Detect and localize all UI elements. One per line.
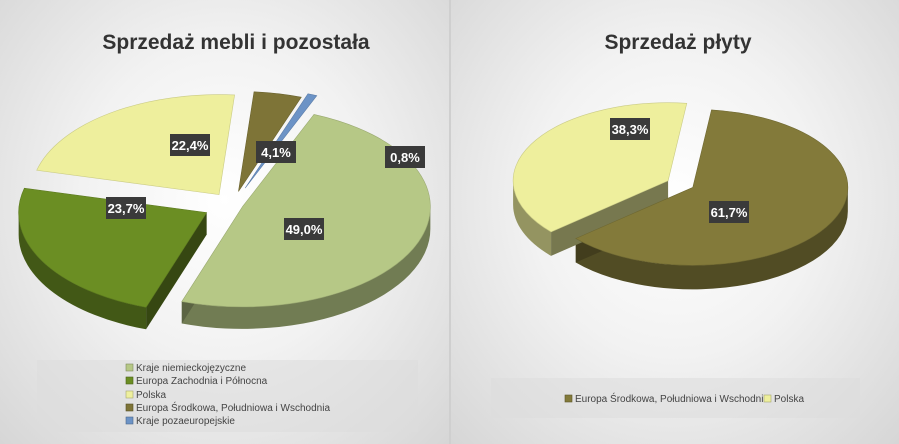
pie-slice-side-europa-zachodnia-i-polnocna bbox=[18, 212, 147, 330]
data-label-europa-srodkowa-poludniowa-i-wschodnia: 4,1% bbox=[256, 141, 296, 163]
data-label-box bbox=[709, 201, 749, 223]
chart-title: Sprzedaż płyty bbox=[604, 31, 751, 54]
pie-slice-kraje-pozaeuropejskie bbox=[244, 93, 318, 189]
legend-swatch bbox=[125, 403, 134, 412]
legend-swatch bbox=[763, 394, 772, 403]
legend-item-kraje-niemieckojezyczne: Kraje niemieckojęzyczne bbox=[125, 363, 246, 374]
data-label-polska: 38,3% bbox=[610, 118, 650, 140]
legend-label: Kraje pozaeuropejskie bbox=[136, 416, 235, 427]
pie-slice-kraje-niemieckojezyczne bbox=[181, 114, 431, 308]
legend-item-europa-zachodnia-i-polnocna: Europa Zachodnia i Północna bbox=[125, 376, 268, 387]
data-label-box bbox=[385, 146, 425, 168]
data-label-box bbox=[170, 134, 210, 156]
data-label-text: 22,4% bbox=[172, 138, 209, 153]
legend-swatch bbox=[125, 416, 134, 425]
data-label-kraje-niemieckojezyczne: 49,0% bbox=[284, 218, 324, 240]
pie-slice-edge-europa-zachodnia-i-polnocna bbox=[146, 212, 207, 330]
data-label-kraje-pozaeuropejskie: 0,8% bbox=[385, 146, 425, 168]
data-label-text: 49,0% bbox=[286, 222, 323, 237]
data-label-box bbox=[284, 218, 324, 240]
legend-swatch bbox=[125, 390, 134, 399]
legend-label: Kraje niemieckojęzyczne bbox=[136, 363, 246, 374]
legend-item-polska: Polska bbox=[125, 390, 166, 401]
data-label-text: 38,3% bbox=[612, 122, 649, 137]
pie-slice-polska bbox=[36, 94, 235, 195]
data-label-box bbox=[256, 141, 296, 163]
data-label-box bbox=[106, 197, 146, 219]
data-label-polska: 22,4% bbox=[170, 134, 210, 156]
pie-slice-side-europa-srodkowa-poludniowa-i-wschodnia bbox=[575, 187, 848, 290]
legend-label: Europa Środkowa, Południowa i Wschodnia bbox=[136, 401, 330, 414]
data-label-europa-srodkowa-poludniowa-i-wschodnia: 61,7% bbox=[709, 201, 749, 223]
legend-swatch bbox=[125, 363, 134, 372]
chart-title: Sprzedaż mebli i pozostała bbox=[102, 31, 370, 54]
legend-swatch bbox=[125, 376, 134, 385]
legend-item-europa-srodkowa-poludniowa-i-wschodnia: Europa Środkowa, Południowa i Wschodnia bbox=[125, 401, 330, 414]
pie-slice-side-kraje-niemieckojezyczne bbox=[181, 206, 431, 329]
data-label-text: 4,1% bbox=[261, 145, 291, 160]
legend-box bbox=[491, 378, 860, 418]
chart-panel-sales-furniture: Sprzedaż mebli i pozostała 49,0% 23,7% 22,… bbox=[0, 0, 449, 444]
panel-divider bbox=[449, 0, 451, 444]
data-label-text: 0,8% bbox=[390, 150, 420, 165]
chart-panel-sales-board: Sprzedaż płyty 61,7% 38,3% Europa Środkow… bbox=[451, 0, 899, 444]
legend-label: Polska bbox=[136, 390, 166, 401]
legend-label: Europa Środkowa, Południowa i Wschodnia bbox=[575, 392, 769, 405]
legend-label: Polska bbox=[774, 394, 804, 405]
legend-swatch bbox=[564, 394, 573, 403]
pie-slice-europa-zachodnia-i-polnocna bbox=[18, 187, 208, 308]
legend-item-polska: Polska bbox=[763, 394, 804, 405]
legend-item-europa-srodkowa-poludniowa-i-wschodnia: Europa Środkowa, Południowa i Wschodnia bbox=[564, 392, 769, 405]
data-label-box bbox=[610, 118, 650, 140]
data-label-text: 61,7% bbox=[711, 205, 748, 220]
data-label-europa-zachodnia-i-polnocna: 23,7% bbox=[106, 197, 146, 219]
legend-box bbox=[37, 360, 418, 432]
pie-chart-furniture: Sprzedaż mebli i pozostała 49,0% 23,7% 22,… bbox=[18, 31, 431, 432]
data-label-text: 23,7% bbox=[108, 201, 145, 216]
pie-slice-europa-srodkowa-poludniowa-i-wschodnia bbox=[575, 109, 849, 266]
legend-label: Europa Zachodnia i Północna bbox=[136, 376, 268, 387]
legend-item-kraje-pozaeuropejskie: Kraje pozaeuropejskie bbox=[125, 416, 235, 427]
pie-chart-board: Sprzedaż płyty 61,7% 38,3% Europa Środkow… bbox=[491, 31, 860, 418]
